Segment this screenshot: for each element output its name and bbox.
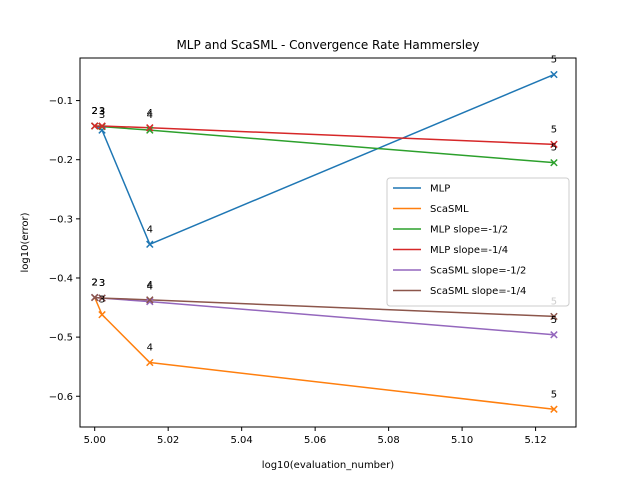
data-point-label: 2 bbox=[92, 106, 98, 117]
data-point-marker bbox=[550, 70, 558, 79]
data-point-marker bbox=[98, 310, 106, 319]
data-point-marker bbox=[146, 240, 154, 249]
y-tick-label: −0.6 bbox=[49, 392, 73, 403]
data-point-marker bbox=[550, 331, 558, 339]
x-tick-label: 5.00 bbox=[84, 435, 106, 446]
data-point-marker bbox=[98, 122, 106, 130]
legend-label: ScaSML bbox=[430, 204, 469, 215]
data-point-label: 5 bbox=[551, 124, 557, 135]
data-point-label: 5 bbox=[551, 143, 557, 154]
x-tick-label: 5.06 bbox=[304, 435, 326, 446]
data-point-label: 4 bbox=[147, 108, 153, 119]
data-point-marker bbox=[550, 405, 558, 413]
legend: MLP ScaSML MLP slope=-1/2 MLP slope=-1/4 Sca… bbox=[386, 177, 570, 307]
x-tick-label: 5.08 bbox=[377, 435, 399, 446]
data-point-label: 4 bbox=[147, 110, 153, 121]
y-ticks: −0.1 −0.2 −0.3 −0.4 −0.5 −0.6 bbox=[49, 96, 80, 403]
y-axis-title: log10(error) bbox=[20, 212, 31, 272]
data-point-marker bbox=[146, 297, 154, 306]
data-point-label: 2 bbox=[92, 277, 98, 288]
x-tick-label: 5.04 bbox=[231, 435, 253, 446]
series-line-0 bbox=[94, 73, 555, 246]
data-point-marker bbox=[90, 293, 99, 302]
data-point-label: 3 bbox=[99, 110, 105, 121]
data-point-label: 2 bbox=[92, 277, 98, 288]
legend-box bbox=[386, 177, 570, 307]
data-point-label: 2 bbox=[92, 106, 98, 117]
data-point-label: 4 bbox=[147, 282, 153, 293]
y-tick-label: −0.1 bbox=[49, 96, 73, 107]
data-point-label: 3 bbox=[99, 278, 105, 289]
data-point-label: 3 bbox=[99, 106, 105, 117]
data-point-label: 5 bbox=[551, 55, 557, 66]
x-ticks: 5.00 5.02 5.04 5.06 5.08 5.10 5.12 bbox=[84, 427, 547, 446]
data-point-label: 2 bbox=[92, 106, 98, 117]
legend-label: ScaSML slope=-1/4 bbox=[430, 286, 526, 297]
data-point-marker bbox=[90, 122, 99, 130]
data-point-label: 3 bbox=[99, 278, 105, 289]
data-point-label: 5 bbox=[551, 389, 557, 400]
x-tick-label: 5.12 bbox=[524, 435, 546, 446]
y-tick-label: −0.5 bbox=[49, 333, 73, 344]
x-axis-title: log10(evaluation_number) bbox=[262, 460, 394, 471]
data-point-marker bbox=[550, 140, 558, 149]
legend-label: ScaSML slope=-1/2 bbox=[430, 266, 526, 277]
series-line-1 bbox=[94, 297, 555, 411]
x-tick-label: 5.10 bbox=[451, 435, 473, 446]
legend-label: MLP slope=-1/2 bbox=[430, 225, 508, 236]
data-point-label: 4 bbox=[147, 224, 153, 235]
plot-frame bbox=[79, 57, 577, 428]
data-point-label: 4 bbox=[147, 280, 153, 291]
series-line-3 bbox=[94, 125, 554, 146]
data-point-marker bbox=[550, 158, 558, 167]
series-line-2 bbox=[94, 125, 555, 164]
x-tick-label: 5.02 bbox=[157, 435, 179, 446]
chart-title: MLP and ScaSML - Convergence Rate Hammer… bbox=[176, 38, 479, 52]
data-point-marker bbox=[550, 312, 558, 321]
legend-label: MLP bbox=[430, 184, 450, 195]
data-point-marker bbox=[98, 294, 106, 302]
data-point-marker bbox=[146, 124, 154, 132]
data-point-label: 3 bbox=[99, 107, 105, 118]
markers-layer bbox=[90, 70, 558, 413]
y-tick-label: −0.3 bbox=[49, 214, 73, 225]
lines-layer bbox=[94, 73, 555, 411]
y-tick-label: −0.2 bbox=[49, 155, 73, 166]
data-point-label: 5 bbox=[551, 315, 557, 326]
data-point-marker bbox=[146, 358, 154, 367]
data-point-marker bbox=[146, 296, 154, 304]
data-point-label: 2 bbox=[92, 277, 98, 288]
series-line-5 bbox=[94, 296, 554, 318]
data-point-label: 4 bbox=[147, 343, 153, 354]
data-point-label: 3 bbox=[99, 295, 105, 306]
data-point-marker bbox=[146, 126, 154, 134]
legend-label: MLP slope=-1/4 bbox=[430, 245, 508, 256]
y-tick-label: −0.4 bbox=[49, 273, 73, 284]
